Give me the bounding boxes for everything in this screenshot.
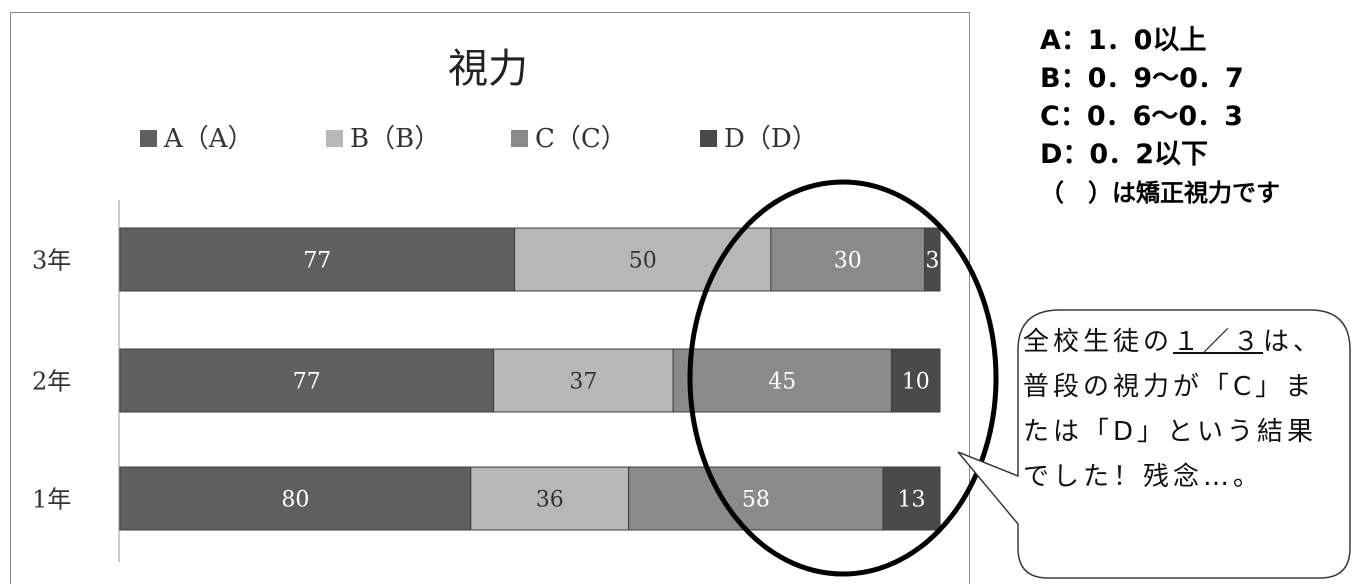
legend-swatch-4 [700, 130, 717, 147]
data-label-r3-s2: 36 [536, 488, 564, 513]
data-label-r1-s4: 3 [925, 249, 939, 274]
legend-swatch-2 [326, 130, 343, 147]
legend-label-3: C（C） [535, 124, 627, 154]
callout-text-after: は、普段の視力が「C」または「D」という結果でした！残念…。 [1023, 327, 1324, 492]
chart-title: 視力 [448, 46, 528, 92]
bar-segment-r1-s4 [924, 227, 941, 292]
callout-text-before: 全校生徒の [1023, 327, 1174, 357]
data-label-r1-s3: 30 [834, 249, 862, 274]
key-line-b: B：0．9～0．7 [1040, 63, 1244, 94]
bar-segment-r3-s3 [628, 466, 884, 531]
highlight-ellipse [687, 179, 999, 577]
bar-segment-r3-s1 [119, 466, 472, 531]
data-label-r3-s1: 80 [281, 488, 309, 513]
legend-label-1: A（A） [163, 124, 254, 154]
bar-segment-r3-s2 [470, 466, 630, 531]
legend-label-4: D（D） [724, 124, 818, 154]
bar-segment-r1-s1 [119, 227, 516, 292]
data-label-r1-s1: 77 [303, 249, 331, 274]
data-label-r2-s3: 45 [768, 370, 796, 395]
callout-text: 全校生徒の１／３は、普段の視力が「C」または「D」という結果でした！残念…。 [1023, 320, 1345, 500]
legend-swatch-3 [511, 130, 528, 147]
data-label-r1-s2: 50 [629, 249, 657, 274]
key-line-d: D：0．2以下 [1040, 139, 1208, 170]
bar-group: 77 50 30 3 77 37 45 10 80 36 58 13 [119, 227, 941, 531]
bar-segment-r3-s4 [882, 466, 941, 531]
grade-key: A：1．0以上 B：0．9～0．7 C：0．6～0．3 D：0．2以下 （ ）は… [1040, 22, 1350, 212]
category-labels: 3年 2年 1年 [32, 247, 71, 514]
bar-segment-r2-s2 [493, 348, 674, 413]
bar-segment-r2-s4 [890, 348, 941, 413]
data-label-r2-s2: 37 [569, 370, 597, 395]
chart-legend: A（A） B（B） C（C） D（D） [140, 124, 818, 154]
legend-label-2: B（B） [350, 124, 440, 154]
key-line-c: C：0．6～0．3 [1040, 101, 1243, 132]
data-label-r2-s4: 10 [902, 370, 930, 395]
data-label-r3-s3: 58 [742, 488, 770, 513]
category-label-1: 3年 [32, 247, 71, 275]
bar-segment-r1-s3 [770, 227, 926, 292]
callout-highlight: １／３ [1173, 327, 1264, 357]
bar-segment-r2-s3 [672, 348, 892, 413]
bar-segment-r2-s1 [119, 348, 495, 413]
category-label-3: 1年 [32, 486, 71, 514]
key-note: （ ）は矯正視力です [1040, 179, 1280, 207]
callout-bubble [957, 309, 1351, 579]
key-line-a: A：1．0以上 [1040, 25, 1207, 56]
category-label-2: 2年 [32, 368, 71, 396]
legend-swatch-1 [140, 130, 157, 147]
bar-segment-r1-s2 [514, 227, 772, 292]
data-label-r3-s4: 13 [897, 488, 925, 513]
data-label-r2-s1: 77 [293, 370, 321, 395]
